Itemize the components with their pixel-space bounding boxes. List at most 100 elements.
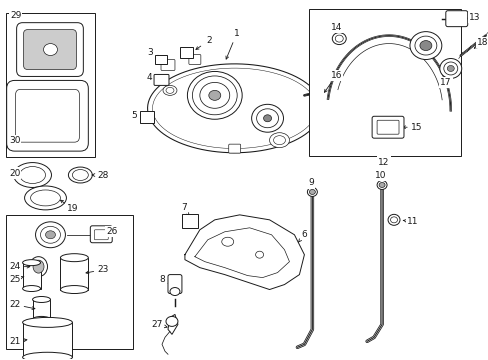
- Ellipse shape: [33, 316, 50, 323]
- Text: 30: 30: [9, 136, 20, 145]
- Ellipse shape: [68, 167, 92, 183]
- Ellipse shape: [61, 285, 88, 293]
- Ellipse shape: [443, 62, 457, 75]
- FancyBboxPatch shape: [16, 89, 79, 142]
- Ellipse shape: [273, 136, 285, 145]
- Text: 11: 11: [407, 217, 418, 226]
- Text: 16: 16: [330, 71, 341, 80]
- Text: 28: 28: [98, 171, 109, 180]
- Ellipse shape: [439, 59, 461, 78]
- Ellipse shape: [22, 260, 41, 266]
- Text: 25: 25: [9, 275, 20, 284]
- Text: 15: 15: [410, 123, 422, 132]
- Ellipse shape: [45, 231, 55, 239]
- Text: 24: 24: [9, 262, 20, 271]
- Ellipse shape: [165, 87, 174, 93]
- FancyBboxPatch shape: [90, 226, 112, 243]
- Text: 21: 21: [9, 337, 20, 346]
- Text: 6: 6: [301, 230, 306, 239]
- Bar: [22, 323, 72, 357]
- Ellipse shape: [187, 72, 242, 119]
- FancyBboxPatch shape: [7, 80, 88, 151]
- FancyBboxPatch shape: [155, 54, 166, 64]
- FancyBboxPatch shape: [180, 46, 192, 58]
- FancyBboxPatch shape: [445, 11, 467, 27]
- Ellipse shape: [335, 35, 343, 42]
- Bar: [6, 13, 95, 157]
- Text: 7: 7: [181, 203, 186, 212]
- Ellipse shape: [72, 170, 88, 180]
- Bar: [22, 263, 41, 288]
- Ellipse shape: [256, 109, 278, 128]
- Text: 23: 23: [98, 265, 109, 274]
- Ellipse shape: [414, 36, 436, 55]
- Ellipse shape: [22, 318, 72, 327]
- Polygon shape: [184, 215, 304, 289]
- Ellipse shape: [255, 251, 263, 258]
- Bar: [309, 9, 460, 156]
- Ellipse shape: [163, 85, 177, 95]
- Ellipse shape: [41, 226, 61, 243]
- FancyBboxPatch shape: [188, 54, 201, 64]
- Ellipse shape: [170, 288, 180, 296]
- Ellipse shape: [192, 76, 237, 115]
- FancyBboxPatch shape: [161, 59, 175, 71]
- Text: 13: 13: [468, 13, 479, 22]
- Ellipse shape: [33, 297, 50, 302]
- Ellipse shape: [22, 285, 41, 292]
- Ellipse shape: [20, 167, 45, 184]
- Ellipse shape: [221, 237, 233, 246]
- Ellipse shape: [376, 180, 386, 189]
- Ellipse shape: [251, 104, 283, 132]
- Text: 1: 1: [233, 29, 239, 38]
- Text: 29: 29: [10, 11, 21, 20]
- FancyBboxPatch shape: [168, 275, 182, 293]
- Ellipse shape: [419, 41, 431, 50]
- Ellipse shape: [22, 352, 72, 360]
- Ellipse shape: [409, 32, 441, 59]
- FancyBboxPatch shape: [140, 111, 154, 123]
- FancyBboxPatch shape: [228, 144, 240, 153]
- Text: 8: 8: [159, 275, 164, 284]
- Bar: [61, 258, 88, 289]
- Ellipse shape: [387, 214, 399, 225]
- Ellipse shape: [263, 115, 271, 122]
- Ellipse shape: [309, 189, 315, 194]
- Ellipse shape: [332, 33, 346, 45]
- Ellipse shape: [307, 188, 317, 197]
- Text: 22: 22: [9, 300, 20, 309]
- Ellipse shape: [390, 217, 397, 223]
- FancyBboxPatch shape: [371, 116, 403, 138]
- FancyBboxPatch shape: [23, 30, 76, 69]
- Text: 10: 10: [375, 171, 386, 180]
- Ellipse shape: [208, 90, 220, 100]
- Text: 4: 4: [146, 73, 152, 82]
- Text: 2: 2: [205, 36, 211, 45]
- Text: 12: 12: [378, 158, 389, 167]
- Text: 27: 27: [151, 320, 163, 329]
- Text: 18: 18: [476, 38, 488, 47]
- Text: 26: 26: [106, 227, 118, 236]
- FancyBboxPatch shape: [154, 75, 169, 85]
- Text: 9: 9: [308, 179, 314, 188]
- Ellipse shape: [33, 260, 44, 273]
- FancyBboxPatch shape: [94, 230, 108, 240]
- FancyBboxPatch shape: [182, 214, 198, 228]
- Ellipse shape: [14, 163, 51, 188]
- FancyBboxPatch shape: [376, 120, 398, 134]
- Text: 14: 14: [330, 23, 341, 32]
- Text: 3: 3: [147, 48, 153, 57]
- Ellipse shape: [36, 222, 65, 248]
- Ellipse shape: [269, 133, 289, 148]
- Text: 17: 17: [439, 78, 450, 87]
- Text: 19: 19: [66, 204, 78, 213]
- Ellipse shape: [29, 257, 47, 276]
- Ellipse shape: [447, 66, 453, 72]
- Text: 20: 20: [9, 168, 20, 177]
- Bar: [33, 300, 50, 319]
- Ellipse shape: [24, 186, 66, 210]
- FancyBboxPatch shape: [17, 23, 83, 76]
- Bar: [6, 215, 133, 349]
- Ellipse shape: [43, 44, 57, 55]
- Ellipse shape: [61, 254, 88, 262]
